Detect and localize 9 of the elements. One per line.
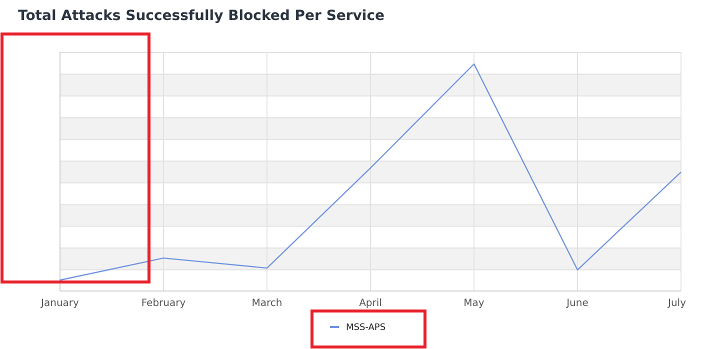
chart-title: Total Attacks Successfully Blocked Per Service xyxy=(18,8,385,24)
x-tick-label: May xyxy=(464,298,484,309)
x-tick-label: January xyxy=(40,298,80,309)
x-tick-label: February xyxy=(141,298,186,309)
x-tick-label: March xyxy=(252,298,282,309)
x-tick-label: April xyxy=(359,298,382,309)
x-tick-label: July xyxy=(667,298,686,309)
legend-label: MSS-APS xyxy=(346,323,386,333)
x-tick-label: June xyxy=(566,298,588,309)
